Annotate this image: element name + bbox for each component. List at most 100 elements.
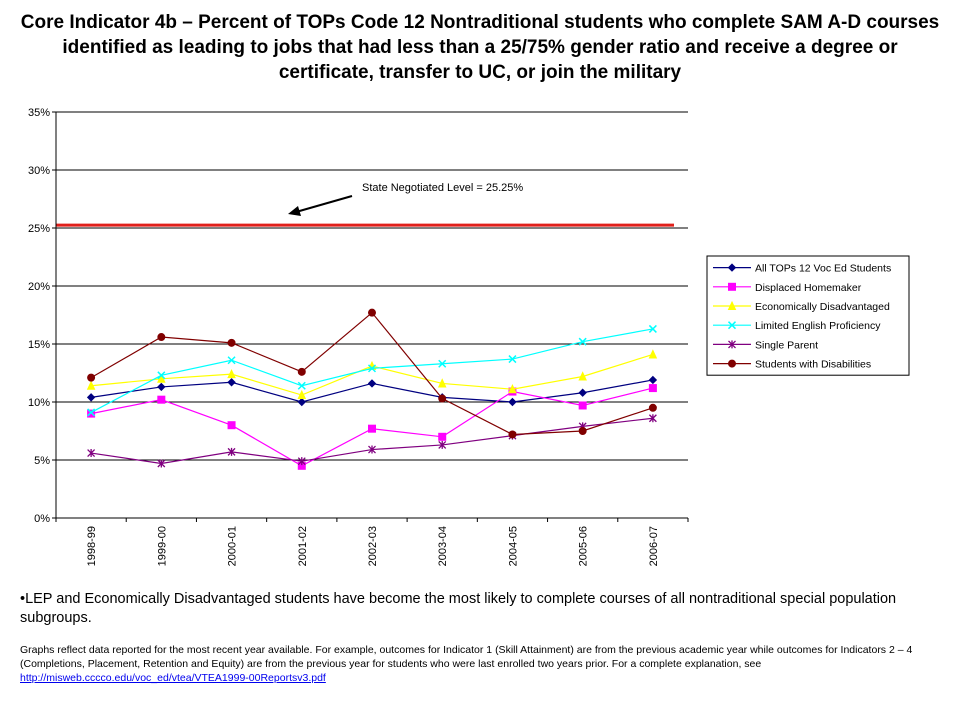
legend-swatch-marker [728, 359, 736, 368]
data-point [297, 381, 306, 390]
data-point [227, 368, 236, 379]
data-point [438, 394, 447, 403]
y-tick-label: 35% [28, 107, 50, 119]
series-students-with-disabilities [87, 308, 657, 439]
legend-item: All TOPs 12 Voc Ed Students [713, 263, 891, 275]
x-tick-label: 2002-03 [367, 526, 379, 566]
series-line [90, 311, 654, 436]
series-single-parent [87, 414, 657, 468]
data-point [648, 349, 658, 359]
reference-line-label: State Negotiated Level = 25.25% [362, 182, 523, 194]
data-point [578, 388, 587, 397]
legend-label: Economically Disadvantaged [755, 301, 890, 313]
data-point [86, 380, 96, 390]
series-group [86, 308, 658, 470]
annotation-arrow-shaft [295, 195, 353, 213]
data-point [157, 333, 166, 342]
legend-label: Students with Disabilities [755, 359, 871, 371]
legend-item: Students with Disabilities [713, 359, 871, 371]
data-point [157, 373, 166, 383]
y-tick-label: 15% [28, 339, 50, 351]
legend-swatch-marker [727, 300, 737, 310]
x-tick-label: 1999-00 [156, 526, 168, 566]
y-tick-label: 0% [34, 513, 50, 525]
legend-swatch-marker [728, 282, 736, 291]
data-point [157, 395, 166, 404]
data-point [297, 457, 306, 466]
x-tick-label: 1998-99 [86, 526, 98, 566]
chart-title: Core Indicator 4b – Percent of TOPs Code… [20, 12, 940, 83]
x-tick-label: 2003-04 [437, 526, 449, 566]
legend: All TOPs 12 Voc Ed Students Displaced Hom… [706, 255, 910, 376]
line-chart: State Negotiated Level = 25.25% 0% 5% 10% 1… [28, 107, 910, 566]
report-link[interactable]: http://misweb.cccco.edu/voc_ed/vtea/VTEA… [20, 672, 326, 684]
data-point [508, 397, 517, 407]
legend-label: Displaced Homemaker [755, 282, 862, 294]
annotation-arrow-head [288, 206, 301, 216]
y-tick-label: 25% [28, 223, 50, 235]
series-line [90, 328, 653, 413]
legend-item: Limited English Proficiency [713, 320, 881, 332]
axes: 0% 5% 10% 15% 20% 25% 30% 35% 1998-99 1999-00 2000… [28, 107, 689, 566]
legend-swatch-marker [728, 340, 736, 349]
legend-box [706, 255, 910, 376]
data-point [227, 338, 236, 347]
data-point [578, 371, 587, 381]
data-point [578, 427, 587, 435]
x-tick-label: 2006-07 [648, 526, 660, 566]
data-point [437, 378, 447, 388]
data-point [578, 337, 587, 346]
data-point [367, 364, 377, 373]
x-tick-label: 2001-02 [297, 526, 309, 566]
data-point [508, 355, 517, 364]
data-point [368, 445, 376, 454]
x-tick-label: 2005-06 [578, 526, 590, 566]
data-point [648, 384, 657, 393]
data-point [87, 449, 96, 458]
y-tick-label: 30% [28, 165, 50, 177]
data-point [648, 414, 657, 423]
data-point [508, 430, 517, 439]
data-point [648, 403, 657, 412]
y-tick-label: 5% [34, 455, 50, 467]
data-point [368, 308, 376, 317]
data-point [438, 432, 447, 441]
legend-label: Single Parent [755, 339, 818, 351]
data-point [297, 397, 306, 407]
gridlines [56, 111, 688, 461]
data-point [87, 373, 96, 382]
series-displaced-homemaker [87, 384, 657, 470]
y-tick-label: 10% [28, 397, 50, 409]
data-point [227, 356, 236, 365]
data-point [297, 367, 306, 376]
series-economically-disadvantaged [86, 349, 658, 400]
data-point [297, 389, 307, 400]
legend-label: Limited English Proficiency [755, 320, 881, 332]
data-point [648, 324, 657, 333]
data-point [86, 393, 96, 402]
data-point [157, 371, 166, 380]
legend-swatch-marker [727, 321, 737, 330]
data-point [157, 459, 166, 468]
data-point [87, 408, 96, 417]
data-point [438, 359, 447, 368]
footnote-text: Graphs reflect data reported for the mos… [20, 644, 913, 670]
data-point [227, 421, 236, 430]
data-point [648, 375, 658, 385]
footnote: Graphs reflect data reported for the mos… [20, 643, 950, 685]
legend-item: Economically Disadvantaged [713, 300, 890, 313]
legend-swatch-marker [727, 263, 737, 272]
y-tick-label: 20% [28, 281, 50, 293]
data-point [578, 401, 587, 410]
data-point [157, 382, 166, 392]
x-tick-label: 2000-01 [227, 526, 239, 566]
series-line [91, 353, 654, 396]
legend-item: Single Parent [713, 339, 818, 351]
series-limited-english-proficiency [87, 324, 657, 417]
data-point [227, 378, 236, 387]
legend-item: Displaced Homemaker [713, 282, 862, 294]
data-point [87, 409, 96, 418]
data-point [368, 424, 376, 433]
reference-line-group: State Negotiated Level = 25.25% [56, 182, 674, 227]
data-point [227, 447, 236, 456]
